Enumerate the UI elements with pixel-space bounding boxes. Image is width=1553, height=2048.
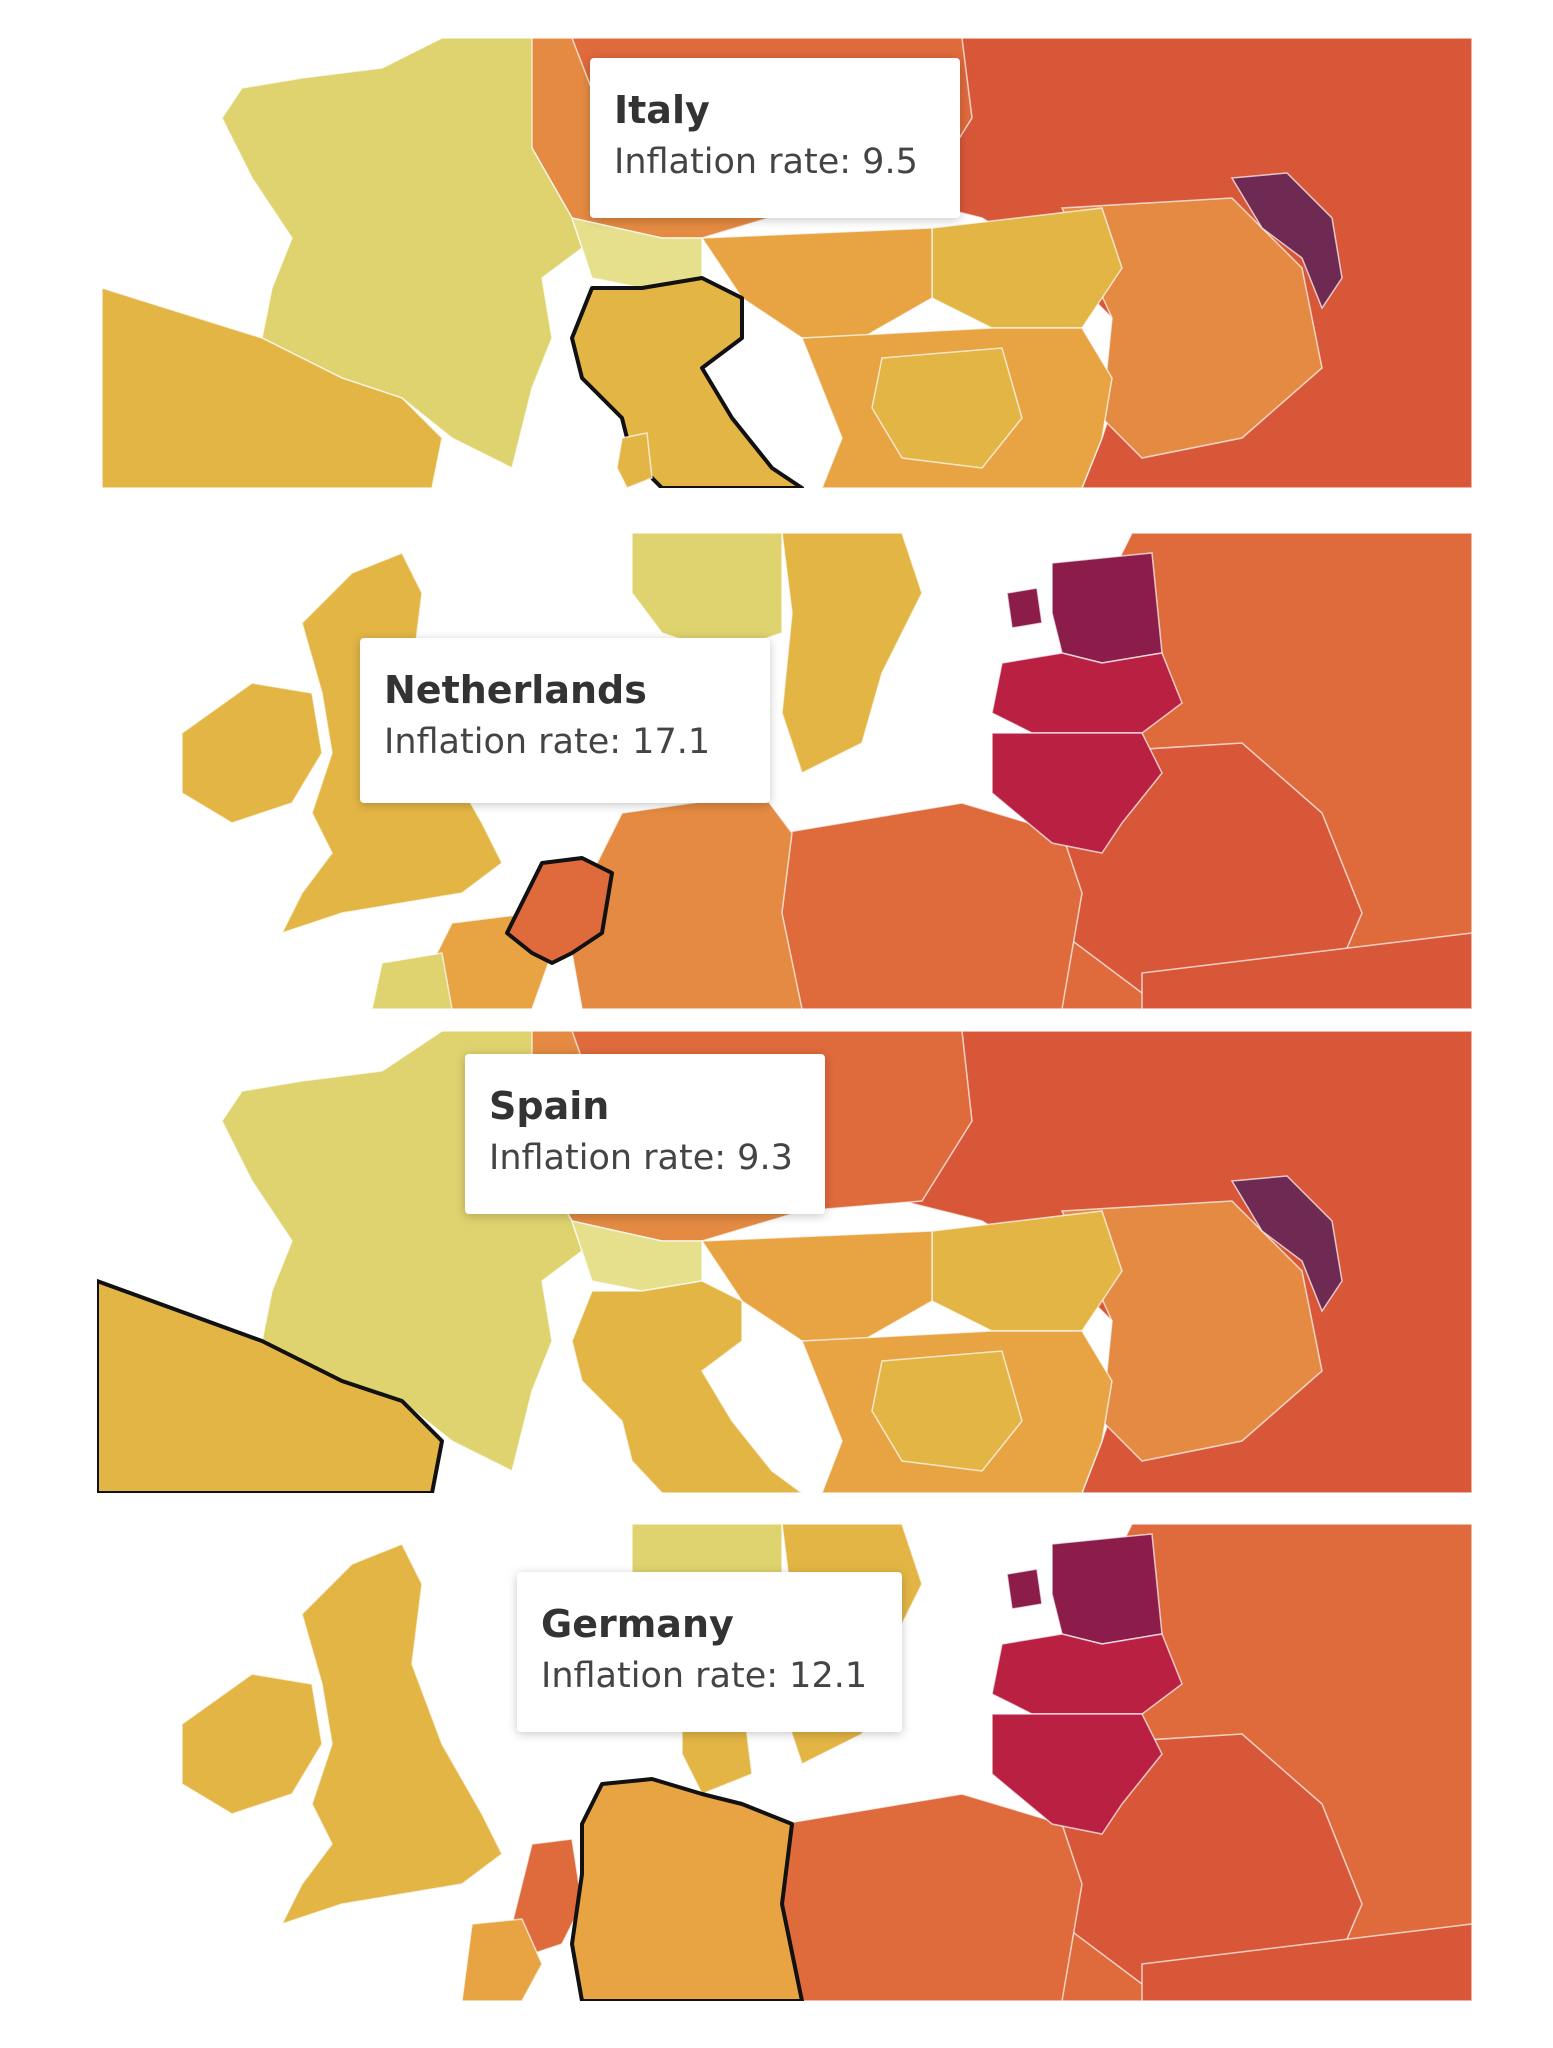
region-germany-highlighted[interactable] — [570, 1777, 804, 2001]
tooltip-inflation-rate: Inflation rate: 17.1 — [384, 722, 711, 762]
region-sweden[interactable] — [781, 533, 923, 775]
tooltip-inflation-rate: Inflation rate: 9.5 — [614, 142, 918, 182]
tooltip-inflation-rate: Inflation rate: 12.1 — [541, 1656, 868, 1696]
region-france[interactable] — [221, 38, 583, 470]
region-hungary[interactable] — [931, 207, 1123, 329]
region-ireland[interactable] — [181, 1673, 323, 1815]
map-panel-italy: Italy Inflation rate: 9.5 — [102, 38, 1472, 488]
region-hungary[interactable] — [931, 1210, 1123, 1332]
tooltip-inflation-rate: Inflation rate: 9.3 — [489, 1138, 793, 1178]
region-bosnia[interactable] — [871, 1350, 1023, 1472]
region-poland[interactable] — [761, 1793, 1083, 2001]
choropleth-map — [102, 1524, 1472, 2001]
tooltip: Netherlands Inflation rate: 17.1 — [360, 638, 770, 803]
region-latvia[interactable] — [991, 1633, 1183, 1715]
region-belgium[interactable] — [461, 1918, 543, 2001]
region-ireland[interactable] — [181, 682, 323, 824]
tooltip-country-name: Germany — [541, 1602, 734, 1646]
map-panel-netherlands: Netherlands Inflation rate: 17.1 — [102, 533, 1472, 1009]
region-france-north[interactable] — [371, 952, 453, 1009]
map-panel-spain: Spain Inflation rate: 9.3 — [97, 1031, 1472, 1493]
region-bosnia[interactable] — [871, 347, 1023, 469]
region-ukraine[interactable] — [1141, 932, 1472, 1009]
map-panel-germany: Germany Inflation rate: 12.1 — [102, 1524, 1472, 2001]
region-moldova[interactable] — [1230, 1175, 1343, 1313]
tooltip-country-name: Italy — [614, 88, 710, 132]
region-italy-highlighted[interactable] — [570, 276, 804, 488]
region-estonia-islands[interactable] — [1006, 1568, 1043, 1610]
tooltip: Spain Inflation rate: 9.3 — [465, 1054, 825, 1214]
tooltip: Italy Inflation rate: 9.5 — [590, 58, 960, 218]
region-romania[interactable] — [1060, 197, 1323, 459]
region-moldova[interactable] — [1230, 172, 1343, 310]
tooltip: Germany Inflation rate: 12.1 — [517, 1572, 902, 1732]
region-romania[interactable] — [1060, 1200, 1323, 1462]
region-estonia[interactable] — [1051, 1533, 1163, 1645]
region-lithuania[interactable] — [991, 1713, 1163, 1835]
choropleth-map — [102, 533, 1472, 1009]
region-spain-highlighted[interactable] — [97, 1279, 444, 1493]
tooltip-country-name: Spain — [489, 1084, 610, 1128]
region-italy[interactable] — [571, 1280, 804, 1493]
region-estonia-islands[interactable] — [1006, 587, 1043, 629]
region-netherlands-highlighted[interactable] — [505, 856, 614, 965]
region-lithuania[interactable] — [991, 732, 1163, 854]
region-poland[interactable] — [761, 802, 1083, 1009]
region-latvia[interactable] — [991, 652, 1183, 734]
region-great-britain[interactable] — [280, 1543, 503, 1926]
region-sardinia[interactable] — [616, 432, 653, 488]
region-spain[interactable] — [102, 287, 443, 488]
region-estonia[interactable] — [1051, 552, 1163, 664]
region-ukraine[interactable] — [1141, 1923, 1472, 2001]
tooltip-country-name: Netherlands — [384, 668, 647, 712]
